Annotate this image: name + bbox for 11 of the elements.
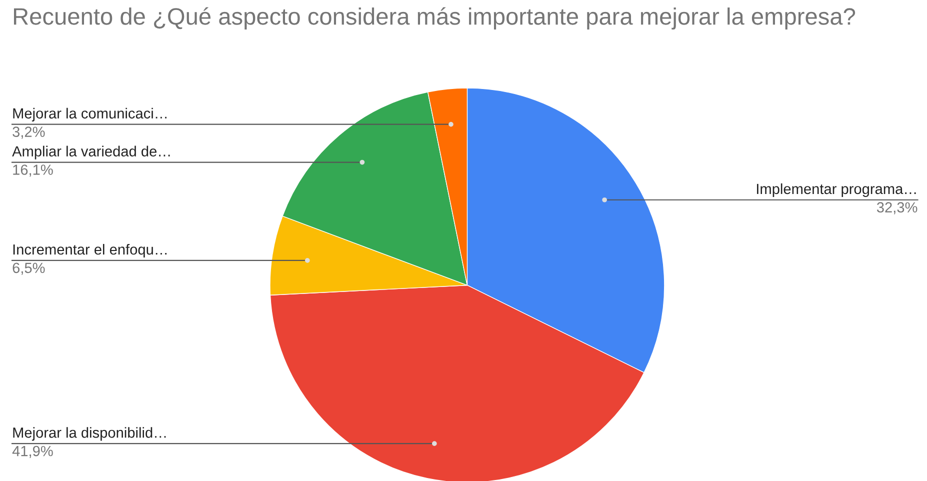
slice-label: Ampliar la variedad de… [12,146,170,160]
slice-label: Implementar programa… [756,183,916,197]
slice-label: Mejorar la disponibilid… [13,427,166,441]
data-label: 6,5% [12,262,45,275]
slice-label: Mejorar la comunicaci… [13,108,166,122]
data-label: 41,9% [12,446,53,458]
data-label: 32,3% [876,202,918,214]
chart-title: Recuento de ¿Qué aspecto considera más importante para mejorar la empresa? [14,7,856,30]
data-label: 16,1% [13,164,53,177]
slice-label: Incrementar el enfoqu… [13,244,167,258]
data-label: 3,2% [12,126,45,139]
